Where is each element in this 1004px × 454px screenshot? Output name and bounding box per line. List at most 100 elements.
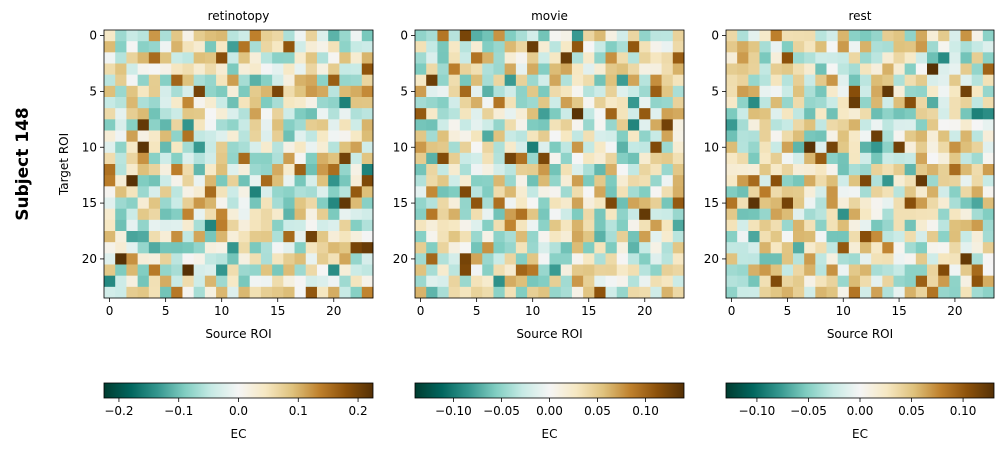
heatmap-cell (804, 186, 816, 198)
heatmap-cell (882, 197, 894, 210)
heatmap-cell (616, 41, 629, 53)
heatmap-cell (915, 41, 928, 53)
heatmap-cell (126, 164, 139, 176)
heatmap-cell (605, 242, 618, 254)
heatmap-cell (938, 108, 950, 120)
heatmap-cell (893, 253, 906, 265)
heatmap-cell (182, 63, 195, 76)
heatmap-cell (672, 130, 685, 143)
colorbar-tick-label: 0.00 (847, 404, 874, 418)
heatmap-cell (316, 74, 329, 87)
heatmap-cell (182, 242, 195, 254)
heatmap-cell (216, 41, 228, 53)
heatmap-cell (305, 130, 318, 143)
heatmap-cell (504, 219, 517, 232)
heatmap-cell (415, 242, 427, 254)
heatmap-cell (860, 253, 872, 265)
heatmap-cell (639, 253, 651, 265)
heatmap-cell (538, 85, 550, 98)
heatmap-cell (459, 175, 472, 187)
heatmap-cell (904, 74, 917, 87)
heatmap-cell (193, 74, 206, 87)
heatmap-cell (204, 175, 217, 187)
heatmap-cell (927, 119, 939, 131)
heatmap-cell (549, 275, 562, 288)
heatmap-cell (826, 197, 839, 210)
heatmap-cell (804, 85, 816, 98)
heatmap-cell (448, 85, 461, 98)
heatmap-cell (927, 74, 939, 87)
heatmap-cell (804, 52, 816, 64)
heatmap-cell (737, 85, 749, 98)
heatmap-cell (759, 74, 772, 87)
heatmap-cell (350, 130, 363, 143)
heatmap-cell (982, 119, 995, 131)
panel-title: rest (848, 9, 871, 23)
heatmap-cell (126, 242, 139, 254)
heatmap-cell (115, 108, 127, 120)
heatmap-cell (571, 219, 584, 232)
heatmap-cell (328, 97, 340, 109)
heatmap-cell (305, 197, 318, 210)
heatmap-cell (949, 242, 961, 254)
heatmap-cell (104, 231, 116, 243)
axes-frame (725, 29, 995, 299)
heatmap-cell (350, 63, 363, 76)
heatmap-cell (415, 108, 427, 120)
heatmap-cell (126, 52, 139, 64)
heatmap-cell (471, 197, 483, 210)
heatmap-cell (661, 219, 674, 232)
heatmap-cell (748, 97, 760, 109)
heatmap-cell (515, 275, 528, 288)
heatmap-cell (272, 175, 284, 187)
heatmap-cell (583, 219, 595, 232)
y-tick-label: 5 (400, 84, 408, 98)
heatmap-cell (949, 286, 961, 299)
heatmap-cell (793, 286, 805, 299)
heatmap-cell (639, 108, 651, 120)
heatmap-cell (837, 231, 850, 243)
heatmap-cell (627, 63, 640, 76)
heatmap-cell (493, 197, 506, 210)
heatmap-cell (871, 264, 883, 277)
heatmap-cell (982, 74, 995, 87)
heatmap-cell (182, 208, 195, 221)
heatmap-cell (193, 97, 206, 109)
heatmap-cell (882, 164, 894, 176)
heatmap-cell (227, 186, 239, 198)
heatmap-cell (860, 141, 872, 154)
heatmap-cell (627, 286, 640, 299)
heatmap-cell (672, 119, 685, 131)
heatmap-cell (538, 231, 550, 243)
heatmap-cell (815, 186, 827, 198)
heatmap-cell (815, 141, 827, 154)
heatmap-cell (515, 253, 528, 265)
heatmap-cell (204, 208, 217, 221)
heatmap-cell (815, 175, 827, 187)
heatmap-cell (915, 141, 928, 154)
heatmap-cell (549, 74, 562, 87)
heatmap-cell (748, 141, 760, 154)
heatmap-cell (583, 41, 595, 53)
heatmap-cell (605, 74, 618, 87)
heatmap-cell (361, 164, 374, 176)
heatmap-cell (560, 208, 573, 221)
heatmap-cell (726, 253, 738, 265)
heatmap-cell (316, 85, 329, 98)
heatmap-cell (272, 74, 284, 87)
heatmap-cell (672, 152, 685, 165)
heatmap-cell (549, 164, 562, 176)
heatmap-cell (748, 108, 760, 120)
heatmap-cell (938, 141, 950, 154)
heatmap-cell (661, 164, 674, 176)
heatmap-cell (938, 264, 950, 277)
heatmap-cell (448, 197, 461, 210)
heatmap-cell (148, 41, 161, 53)
heatmap-cell (571, 175, 584, 187)
heatmap-cell (504, 52, 517, 64)
heatmap-cell (328, 208, 340, 221)
heatmap-cell (982, 197, 995, 210)
heatmap-cell (860, 85, 872, 98)
heatmap-cell (793, 108, 805, 120)
heatmap-cell (571, 41, 584, 53)
